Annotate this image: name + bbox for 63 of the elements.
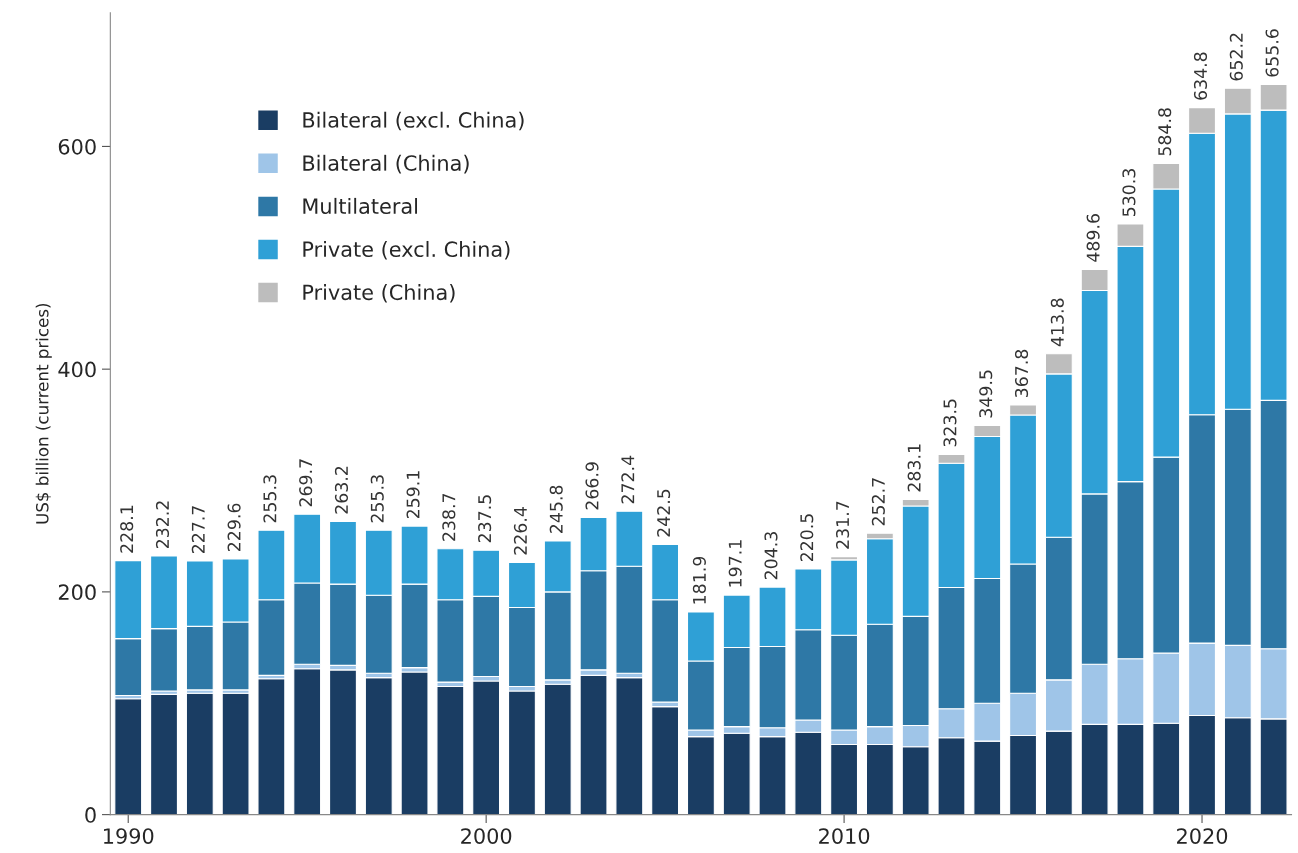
legend-label: Bilateral (excl. China): [303, 111, 524, 131]
total-label: 489.6: [1086, 214, 1100, 262]
total-label: 227.7: [191, 506, 205, 554]
total-label: 367.8: [1014, 349, 1029, 398]
total-label: 229.6: [227, 503, 241, 551]
bar: [329, 669, 357, 815]
total-label: 652.2: [1229, 33, 1243, 81]
bar: [543, 683, 572, 815]
total-label: 204.3: [764, 532, 778, 580]
total-label: 255.3: [263, 475, 277, 523]
total-label: 242.5: [657, 489, 671, 537]
bar: [364, 677, 393, 815]
y-tick-label: 600: [58, 138, 96, 155]
y-axis-title: US$ billion (current prices): [35, 303, 52, 524]
total-label: 231.7: [836, 501, 850, 549]
total-label: 237.5: [478, 495, 492, 543]
total-label: 655.6: [1265, 29, 1279, 77]
bar: [579, 674, 608, 815]
total-label: 413.8: [1050, 298, 1064, 347]
x-tick-label: 2020: [1177, 828, 1228, 844]
bar: [185, 692, 214, 815]
total-label: 181.9: [692, 556, 706, 604]
total-label: 634.8: [1193, 52, 1208, 100]
total-label: 272.4: [621, 455, 635, 504]
bar: [436, 685, 465, 815]
legend-label: Private (China): [303, 284, 455, 303]
legend-label: Private (excl. China): [303, 240, 510, 260]
total-label: 283.1: [907, 444, 921, 492]
y-tick-label: 0: [85, 807, 96, 823]
total-label: 232.2: [155, 501, 170, 549]
bar: [615, 677, 644, 815]
bar: [507, 690, 536, 815]
bar: [651, 706, 680, 815]
total-label: 220.5: [800, 514, 814, 562]
total-label: 323.5: [943, 399, 957, 447]
y-tick-label: 200: [58, 584, 96, 601]
y-tick-label: 400: [58, 361, 96, 378]
total-label: 349.5: [979, 370, 993, 418]
bar: [150, 693, 178, 815]
total-label: 255.3: [370, 475, 384, 523]
bar: [221, 692, 250, 815]
bar: [472, 680, 501, 815]
total-label: 584.8: [1158, 108, 1172, 156]
bar: [257, 678, 286, 815]
legend-label: Multilateral: [303, 197, 417, 215]
total-label: 263.2: [334, 466, 349, 514]
total-label: 259.1: [406, 471, 420, 519]
x-tick-label: 2000: [461, 828, 512, 844]
bar: [400, 671, 429, 815]
total-label: 228.1: [120, 505, 134, 553]
total-label: 245.8: [549, 485, 563, 533]
total-label: 266.9: [585, 462, 599, 510]
total-label: 530.3: [1122, 169, 1136, 217]
x-tick-label: 2010: [819, 828, 870, 844]
total-label: 197.1: [728, 540, 742, 587]
x-tick-label: 1990: [104, 828, 154, 844]
total-label: 238.7: [442, 493, 456, 541]
bar: [114, 698, 143, 815]
legend-label: Bilateral (China): [303, 154, 469, 174]
total-label: 269.7: [299, 459, 313, 507]
total-label: 226.4: [513, 507, 527, 555]
total-label: 252.7: [871, 478, 885, 526]
bar: [293, 668, 322, 815]
